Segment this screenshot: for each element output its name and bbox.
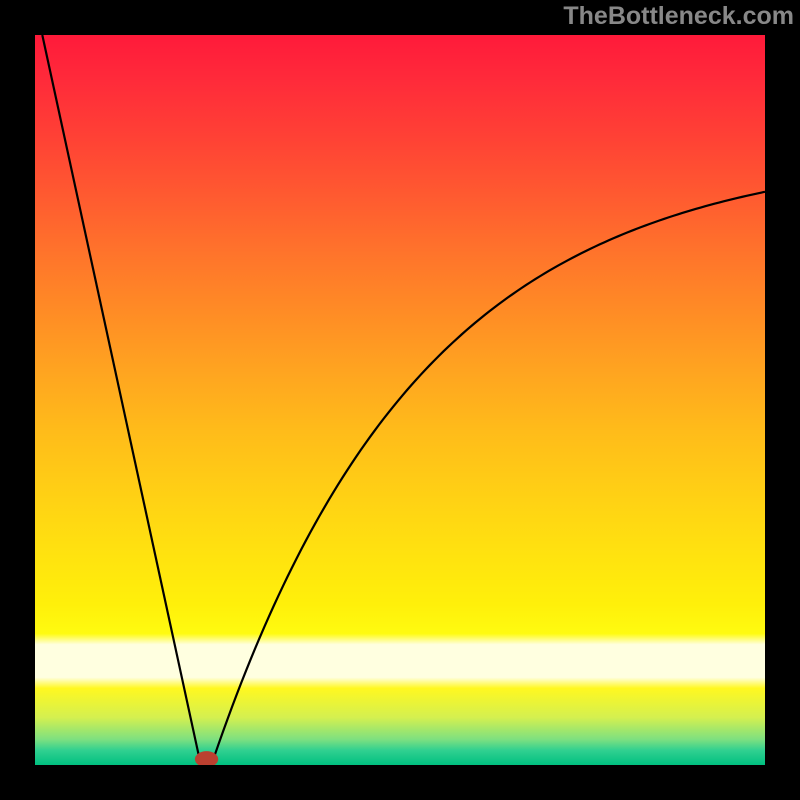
right-asymptotic-curve (214, 192, 765, 758)
watermark-text: TheBottleneck.com (563, 2, 794, 31)
plot-area (35, 35, 765, 765)
left-descending-line (42, 35, 199, 758)
curve-layer (35, 35, 765, 765)
chart-container: TheBottleneck.com (0, 0, 800, 800)
